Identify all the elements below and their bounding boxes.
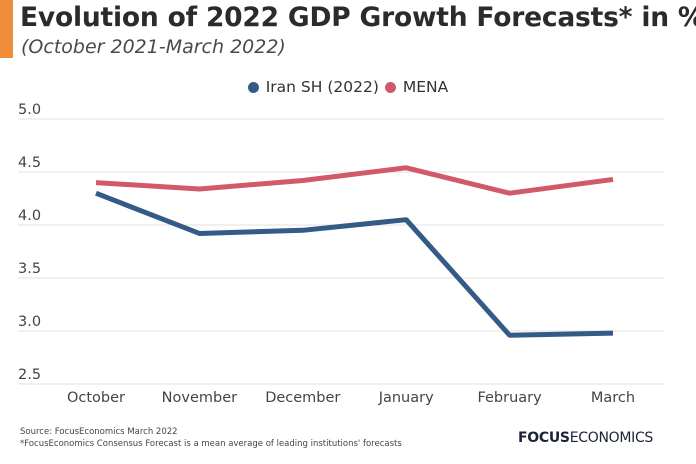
series-lines [95,165,614,338]
legend-marker-iran [247,81,259,93]
x-tick-label: March [591,390,635,406]
y-tick-label: 2.5 [18,367,41,383]
series-line-mena[interactable] [95,165,614,196]
gridlines [18,118,664,385]
legend-label-mena: MENA [402,78,449,96]
chart-subtitle: (October 2021-March 2022) [21,36,286,58]
y-tick-label: 3.0 [18,314,41,330]
series-line-iran-sh-2022[interactable] [95,190,614,338]
legend-item-mena[interactable]: MENA [384,78,449,96]
y-tick-label: 4.0 [18,208,41,224]
legend-item-iran[interactable]: Iran SH (2022) [247,78,379,96]
y-tick-label: 4.5 [18,155,41,171]
legend-marker-mena [384,81,396,93]
source-note: Source: FocusEconomics March 2022 [20,427,178,437]
legend-label-iran: Iran SH (2022) [265,78,379,96]
x-tick-label: December [265,390,340,406]
brand-logo-bold: FOCUS [518,430,570,446]
x-tick-label: November [162,390,237,406]
y-axis-ticks: 2.5 3.0 3.5 4.0 4.5 5.0 [18,102,41,383]
x-tick-label: February [477,390,542,406]
y-tick-label: 5.0 [18,102,41,118]
footnote: *FocusEconomics Consensus Forecast is a … [20,439,402,449]
title-accent-bar [0,0,13,58]
x-axis-ticks: October November December January February Ma… [67,390,635,406]
brand-logo: FOCUSECONOMICS [518,430,653,446]
legend: Iran SH (2022) MENA [0,78,696,96]
x-tick-label: January [378,390,434,406]
y-tick-label: 3.5 [18,261,41,277]
brand-logo-light: ECONOMICS [569,430,654,446]
x-tick-label: October [67,390,125,406]
chart-title: Evolution of 2022 GDP Growth Forecasts* … [20,2,696,33]
